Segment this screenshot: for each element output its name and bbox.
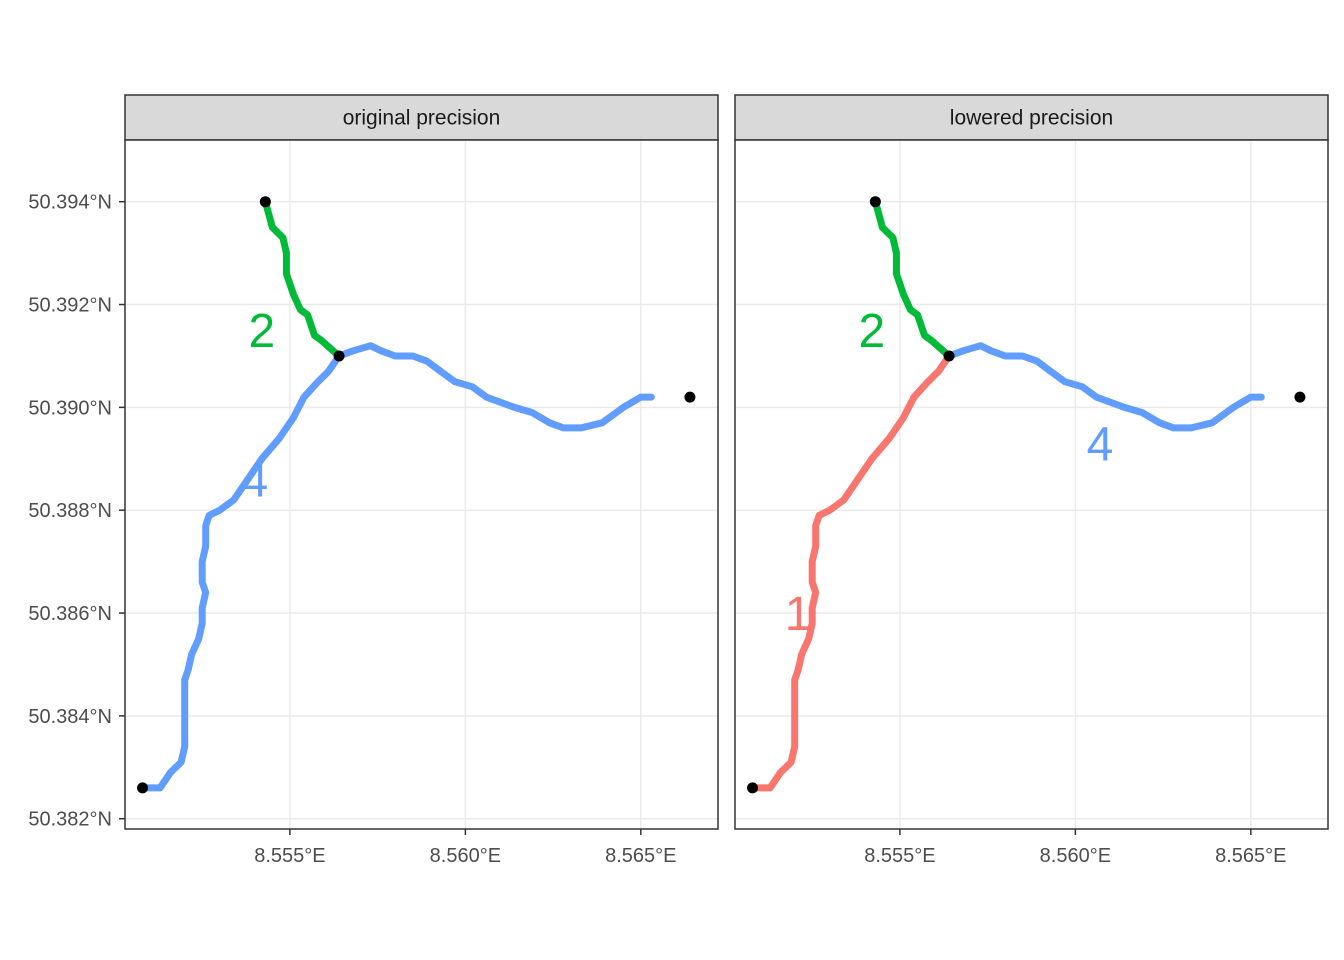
network-node bbox=[747, 782, 759, 794]
network-node bbox=[869, 196, 881, 208]
panel-lowered-precision: lowered precision 2 4 1 8.555°E 8.560°E 8.565°… bbox=[734, 94, 1329, 867]
edge-4-east bbox=[945, 342, 1265, 432]
panel-original-precision: original precision 2 4 8.555°E 8.560°E 8.565°… bbox=[124, 94, 719, 867]
x-tick-label: 8.565°E bbox=[1215, 845, 1286, 867]
network-node bbox=[333, 350, 345, 362]
y-tick-label: 50.384°N bbox=[28, 706, 112, 728]
y-tick-label: 50.390°N bbox=[28, 397, 112, 419]
edge-label-1: 1 bbox=[785, 588, 812, 641]
edge-2-north bbox=[871, 198, 953, 360]
panel-border bbox=[124, 139, 719, 830]
network-node bbox=[1294, 391, 1306, 403]
facet-strip-title: lowered precision bbox=[950, 107, 1113, 130]
x-tick-label: 8.565°E bbox=[605, 845, 676, 867]
edge-4-south bbox=[139, 352, 343, 792]
edge-label-2: 2 bbox=[248, 305, 275, 358]
y-tick-label: 50.382°N bbox=[28, 809, 112, 831]
x-tick-label: 8.560°E bbox=[1040, 845, 1111, 867]
network-node bbox=[943, 350, 955, 362]
edge-4-east bbox=[335, 342, 655, 432]
panel-border bbox=[734, 139, 1329, 830]
facet-strip bbox=[124, 94, 719, 141]
edge-label-2: 2 bbox=[858, 305, 885, 358]
x-tick-label: 8.555°E bbox=[254, 845, 325, 867]
x-tick-label: 8.560°E bbox=[430, 845, 501, 867]
y-tick-label: 50.392°N bbox=[28, 295, 112, 317]
y-tick-label: 50.388°N bbox=[28, 500, 112, 522]
plot-area bbox=[125, 140, 718, 829]
edge-1-south bbox=[749, 352, 953, 792]
facet-strip-title: original precision bbox=[343, 107, 501, 130]
y-tick-label: 50.386°N bbox=[28, 603, 112, 625]
x-tick-label: 8.555°E bbox=[864, 845, 935, 867]
plot-area bbox=[735, 140, 1328, 829]
network-node bbox=[259, 196, 271, 208]
facet-strip bbox=[734, 94, 1329, 141]
edge-label-4: 4 bbox=[241, 454, 268, 507]
y-axis: 50.382°N 50.384°N 50.386°N 50.388°N 50.390°N… bbox=[28, 192, 125, 831]
edge-2-north bbox=[261, 198, 343, 360]
network-node bbox=[684, 391, 696, 403]
y-tick-label: 50.394°N bbox=[28, 192, 112, 214]
network-node bbox=[137, 782, 149, 794]
edge-label-4: 4 bbox=[1087, 418, 1114, 471]
